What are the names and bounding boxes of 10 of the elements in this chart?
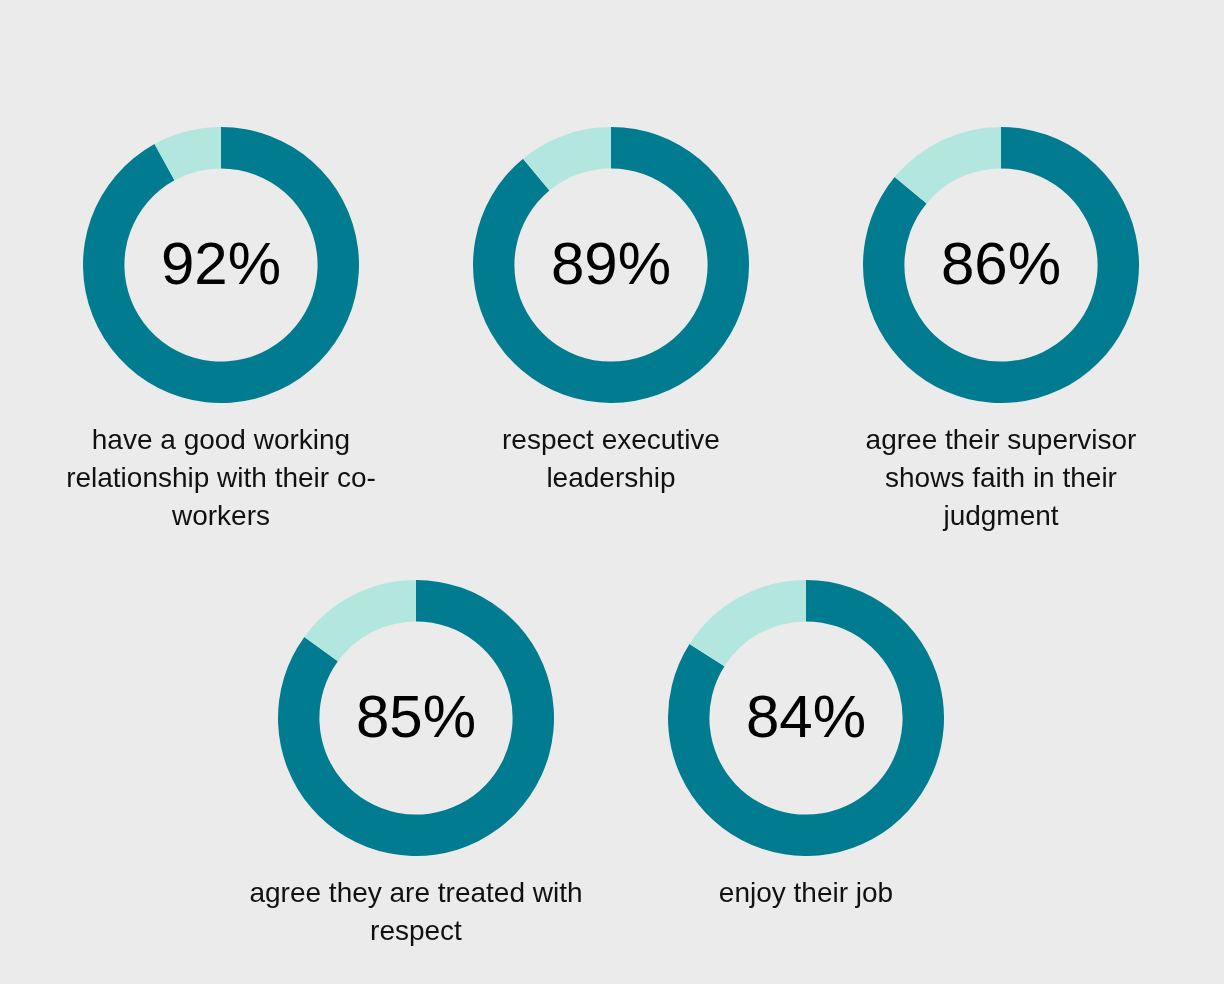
- data-label: 86%: [940, 229, 1062, 297]
- data-label: 92%: [160, 229, 282, 297]
- data-label: 89%: [550, 229, 672, 297]
- text: enjoy their job: [717, 876, 895, 910]
- text: agree they are treated with respect: [248, 876, 584, 948]
- text: agree their supervisor shows faith in their judgment: [864, 423, 1138, 533]
- data-label: 84%: [745, 682, 867, 750]
- text: respect executive leadership: [501, 423, 721, 495]
- data-label: 85%: [355, 682, 477, 750]
- text: have a good working relationship with their co-workers: [65, 423, 377, 533]
